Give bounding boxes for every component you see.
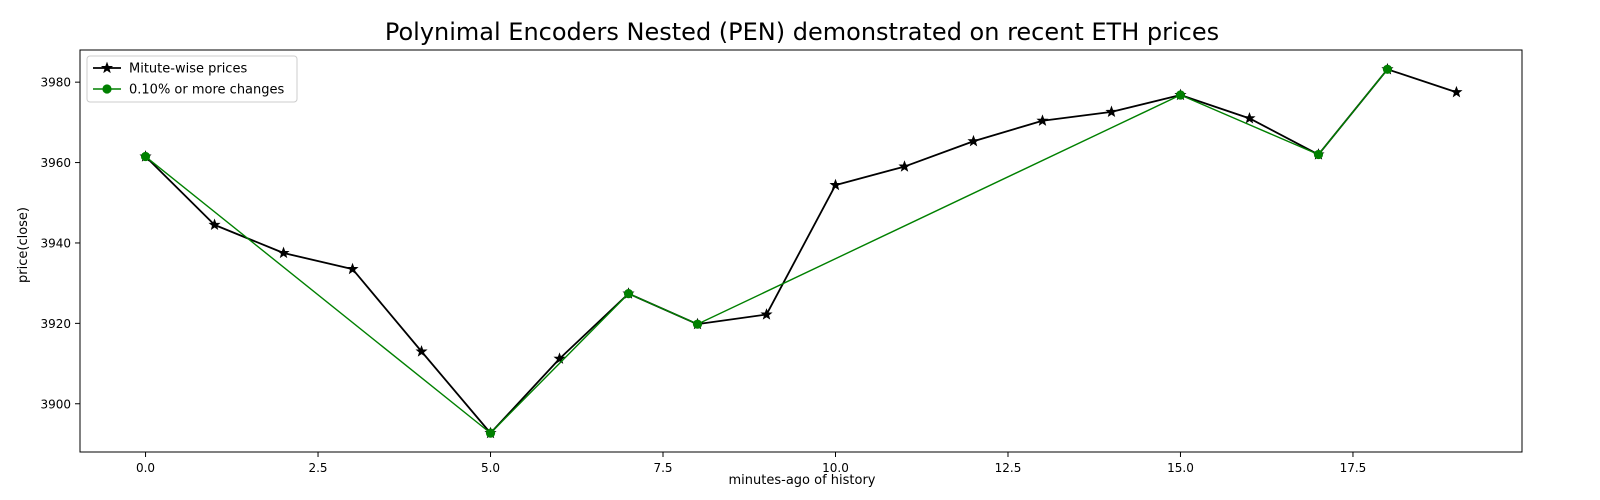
chart-title: Polynimal Encoders Nested (PEN) demonstr… [385, 18, 1219, 46]
axes-frame [79, 49, 1523, 453]
series-2-point [623, 289, 634, 299]
x-tick-label: 0.0 [136, 461, 155, 475]
x-tick-label: 7.5 [653, 461, 672, 475]
y-axis-label: price(close) [16, 207, 31, 283]
x-axis-label: minutes-ago of history [729, 473, 876, 488]
y-tick-label: 3960 [40, 156, 71, 170]
series-2-point [692, 319, 703, 329]
series-line-1 [144, 68, 1457, 435]
series-1-point [346, 262, 359, 275]
series-1-point [1105, 105, 1118, 118]
series-2-point [1313, 149, 1324, 160]
legend-label-1: Mitute-wise prices [129, 62, 247, 77]
y-tick-label: 3980 [40, 76, 71, 90]
legend-marker-2 [102, 84, 112, 94]
series-2-point [140, 151, 151, 162]
x-tick-label: 15.0 [1167, 461, 1194, 475]
plot-area: 0.0 2.5 5.0 7.5 10.0 12.5 15.0 17.5 3900 3920 3940… [40, 49, 1523, 475]
y-tick-label: 3920 [40, 317, 71, 331]
x-tick-label: 10.0 [822, 461, 849, 475]
legend: Mitute-wise prices 0.10% or more changes [86, 55, 298, 103]
series-2-point [1382, 64, 1393, 74]
legend-label-2: 0.10% or more changes [129, 83, 285, 98]
series-1-point [1450, 85, 1463, 98]
y-tick-label: 3900 [40, 397, 71, 411]
series-1-point [829, 178, 842, 191]
series-1-point [967, 134, 980, 147]
x-tick-label: 5.0 [481, 461, 500, 475]
y-tick-label: 3940 [40, 236, 71, 250]
legend-marker-1 [100, 61, 114, 74]
x-tick-label: 12.5 [995, 461, 1022, 475]
series-1-point [1243, 111, 1256, 124]
series-2-point [485, 428, 496, 438]
series-1-point [1036, 114, 1049, 126]
x-tick-label: 17.5 [1340, 461, 1367, 475]
series-1-point [898, 160, 911, 172]
series-1-point [760, 308, 773, 320]
series-1-point [277, 246, 290, 259]
series-1-point [415, 345, 428, 357]
series-1-point [553, 352, 566, 364]
x-tick-label: 2.5 [308, 461, 327, 475]
series-2-point [1175, 90, 1186, 100]
series-1-point [208, 218, 221, 231]
legend-box [86, 55, 298, 103]
